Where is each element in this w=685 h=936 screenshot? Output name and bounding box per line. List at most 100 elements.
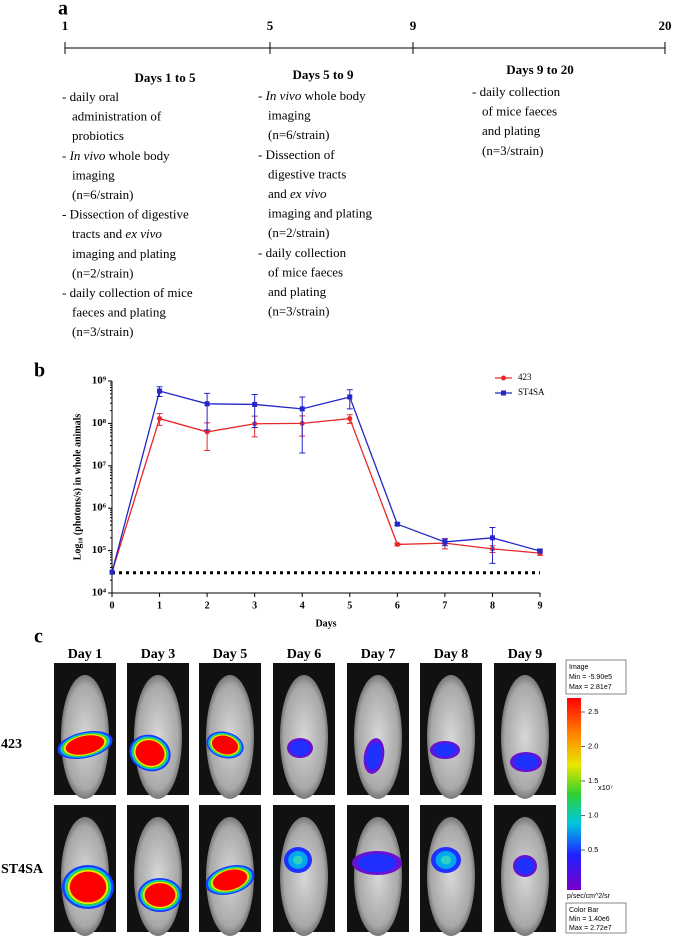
x-tick-label: 3 xyxy=(252,600,257,611)
line-part: and xyxy=(268,186,290,201)
column-heading: Days 1 to 5 xyxy=(134,70,196,85)
line-part: (n=3/strain) xyxy=(482,143,543,158)
mouse-body xyxy=(134,817,182,936)
line-part: (n=3/strain) xyxy=(268,304,329,319)
day-label: Day 7 xyxy=(361,647,396,662)
line-part: whole body xyxy=(301,88,366,103)
colorbar-units: p/sec/cm^2/sr xyxy=(567,893,611,900)
column-line: tracts and ex vivo xyxy=(72,226,162,241)
line-part: of mice faeces xyxy=(268,264,343,279)
line-part: - daily collection xyxy=(472,84,561,99)
colorbar-text: Min = -5.90e5 xyxy=(569,674,612,681)
marker xyxy=(489,535,495,541)
colorbar-tick-label: 2.0 xyxy=(588,741,598,750)
line-part: In vivo xyxy=(69,148,106,163)
signal-blob xyxy=(357,853,397,873)
marker xyxy=(204,401,210,407)
mouse-body xyxy=(280,817,328,936)
line-part: and plating xyxy=(482,123,541,138)
series-line xyxy=(111,417,541,573)
error-bar xyxy=(251,394,258,429)
line-part: of mice faeces xyxy=(482,104,557,119)
x-tick-label: 6 xyxy=(395,600,400,611)
colorbar-text: Max = 2.72e7 xyxy=(569,925,612,932)
column-line: - Dissection of xyxy=(258,147,335,162)
timeline-label: 5 xyxy=(267,18,274,33)
line-part: imaging and plating xyxy=(268,206,372,221)
line-part: (n=2/strain) xyxy=(268,225,329,240)
legend-marker xyxy=(501,390,506,396)
column-line: imaging and plating xyxy=(268,206,372,221)
column-line: digestive tracts xyxy=(268,166,346,181)
line-part: (n=2/strain) xyxy=(72,265,133,280)
error-bar xyxy=(489,527,496,564)
y-tick-label: 10⁹ xyxy=(92,375,107,387)
y-tick-label: 10⁶ xyxy=(92,502,107,514)
day-label: Day 3 xyxy=(141,647,176,662)
x-axis-label: Days xyxy=(315,618,336,629)
mouse-body xyxy=(354,675,402,799)
signal-blob xyxy=(513,754,539,770)
marker xyxy=(157,388,163,394)
timeline-label: 1 xyxy=(62,18,69,33)
column-line: (n=6/strain) xyxy=(268,127,329,142)
x-tick-label: 9 xyxy=(538,600,543,611)
signal-blob xyxy=(293,855,303,865)
marker xyxy=(204,429,210,435)
line-part: - daily collection xyxy=(258,245,347,260)
column-line: - daily collection xyxy=(258,245,347,260)
column-line: faeces and plating xyxy=(72,305,166,320)
column-line: probiotics xyxy=(72,128,124,143)
panel-label: b xyxy=(34,360,45,382)
x-tick-label: 2 xyxy=(205,600,210,611)
legend-marker xyxy=(501,375,506,381)
column-line: - daily collection of mice xyxy=(62,285,193,300)
signal-blob xyxy=(440,855,452,865)
signal-blob xyxy=(365,742,383,770)
line-part: probiotics xyxy=(72,128,124,143)
colorbar-tick-label: 0.5 xyxy=(588,845,598,854)
line-part: administration of xyxy=(72,109,162,124)
column-line: and plating xyxy=(268,284,327,299)
column-line: - Dissection of digestive xyxy=(62,207,189,222)
row-label: ST4SA xyxy=(1,862,44,877)
timeline-label: 20 xyxy=(659,18,672,33)
column-line: of mice faeces xyxy=(268,264,343,279)
line-part: imaging xyxy=(268,108,311,123)
y-tick-label: 10⁸ xyxy=(92,417,107,429)
colorbar-tick-label: 1.0 xyxy=(588,810,598,819)
colorbar-text: Color Bar xyxy=(569,907,599,914)
line-part: (n=3/strain) xyxy=(72,324,133,339)
column-line: administration of xyxy=(72,109,162,124)
signal-blob xyxy=(69,871,107,903)
signal-blob xyxy=(515,857,535,875)
column-line: and ex vivo xyxy=(268,186,327,201)
day-label: Day 8 xyxy=(434,647,469,662)
column-line: - In vivo whole body xyxy=(62,148,170,163)
signal-blob xyxy=(433,742,457,758)
line-part: (n=6/strain) xyxy=(268,127,329,142)
panel-label: a xyxy=(58,0,68,20)
marker xyxy=(394,521,400,527)
column-line: - daily collection xyxy=(472,84,561,99)
marker xyxy=(347,416,353,422)
column-line: imaging xyxy=(72,167,115,182)
line-part: (n=6/strain) xyxy=(72,187,133,202)
signal-blob xyxy=(144,883,176,907)
signal-blob xyxy=(135,740,165,766)
x-tick-label: 5 xyxy=(347,600,352,611)
column-line: and plating xyxy=(482,123,541,138)
y-tick-label: 10⁴ xyxy=(92,587,107,599)
mouse-body xyxy=(427,675,475,799)
column-line: (n=2/strain) xyxy=(72,265,133,280)
day-label: Day 6 xyxy=(287,647,322,662)
column-line: (n=2/strain) xyxy=(268,225,329,240)
colorbar-tick-label: 1.5 xyxy=(588,776,598,785)
colorbar-text: Max = 2.81e7 xyxy=(569,684,612,691)
mouse-body xyxy=(280,675,328,799)
line-part: - Dissection of xyxy=(258,147,335,162)
line-part: tracts and xyxy=(72,226,125,241)
signal-blob xyxy=(211,735,239,755)
column-line: imaging xyxy=(268,108,311,123)
